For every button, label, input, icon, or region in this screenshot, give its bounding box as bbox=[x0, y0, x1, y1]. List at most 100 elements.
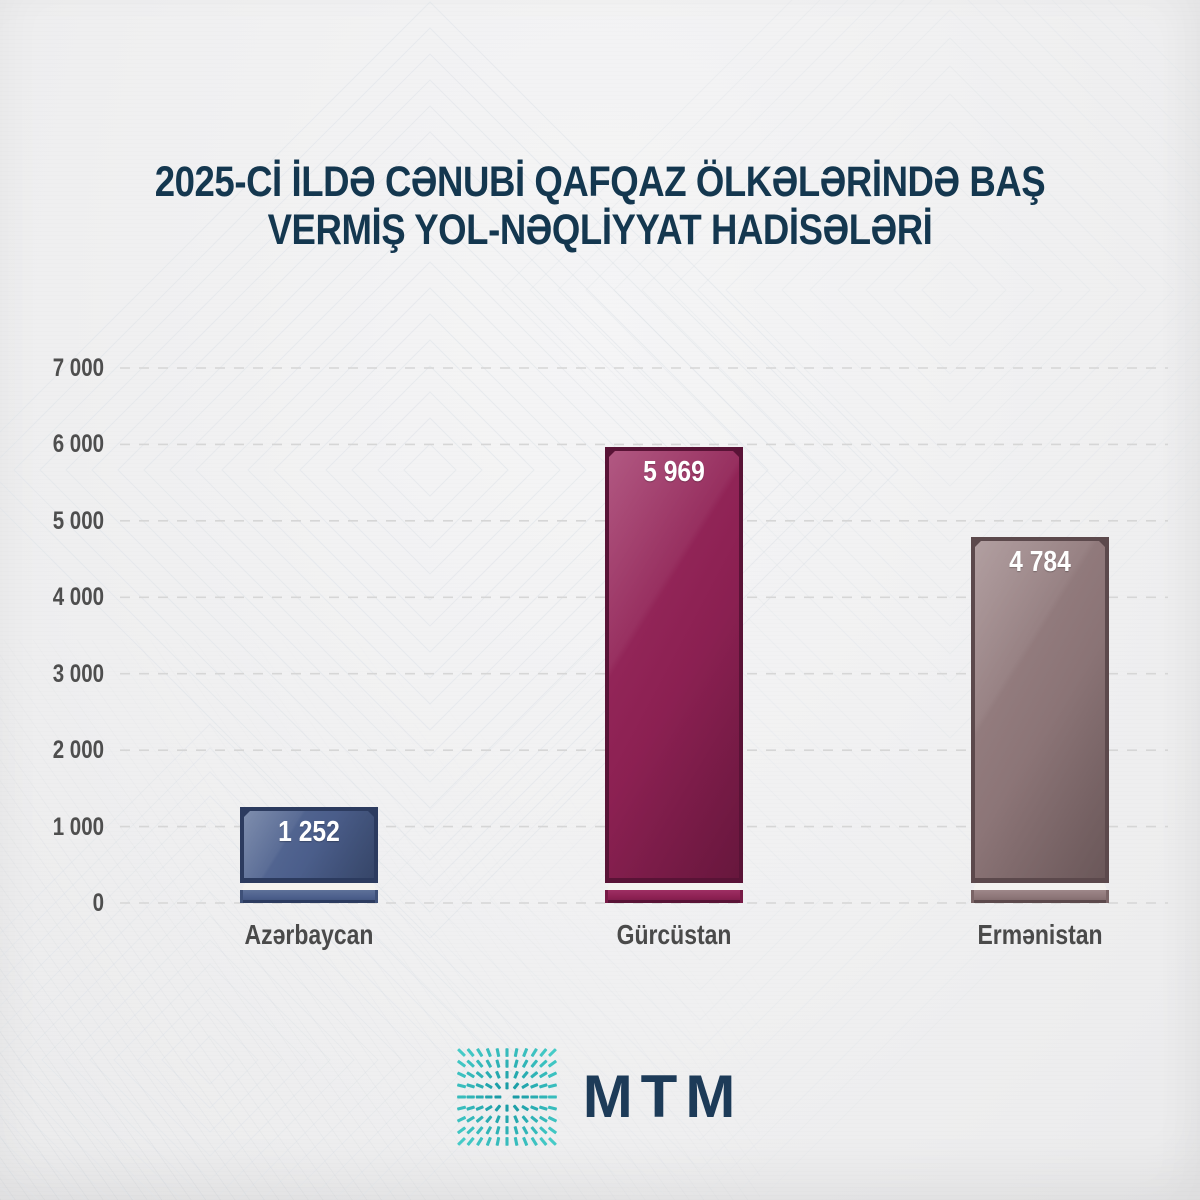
bar-white-stripe bbox=[242, 883, 376, 890]
burst-dash bbox=[521, 1115, 529, 1123]
burst-dash bbox=[466, 1071, 475, 1079]
burst-dash bbox=[494, 1082, 501, 1090]
burst-dash bbox=[505, 1115, 509, 1123]
burst-dash bbox=[494, 1104, 501, 1112]
burst-dash bbox=[512, 1082, 519, 1090]
bar-value-label: 1 252 bbox=[278, 816, 340, 848]
bar-value-label: 4 784 bbox=[1009, 546, 1071, 578]
burst-dash bbox=[484, 1105, 493, 1112]
burst-dash bbox=[475, 1059, 484, 1068]
burst-dash bbox=[475, 1105, 484, 1111]
y-axis-tick-label: 7 000 bbox=[52, 354, 104, 382]
burst-dash bbox=[547, 1083, 557, 1089]
burst-dash bbox=[530, 1115, 538, 1123]
burst-dash bbox=[485, 1136, 492, 1146]
mtm-logo-text: MTM bbox=[582, 1063, 744, 1130]
x-axis-label-gürcüstan: Gürcüstan bbox=[616, 919, 732, 950]
burst-dash bbox=[494, 1115, 501, 1124]
burst-dash bbox=[457, 1137, 466, 1146]
mtm-logo: MTM bbox=[0, 1042, 1200, 1152]
burst-dash bbox=[530, 1137, 538, 1146]
burst-dash bbox=[513, 1126, 519, 1135]
burst-dash bbox=[456, 1059, 466, 1068]
burst-dash bbox=[539, 1048, 547, 1057]
burst-dash bbox=[475, 1071, 484, 1079]
burst-dash bbox=[512, 1095, 520, 1099]
burst-dash bbox=[547, 1116, 557, 1123]
burst-dash bbox=[485, 1126, 492, 1135]
burst-dash bbox=[505, 1048, 509, 1057]
bar-face bbox=[975, 541, 1105, 878]
bar-pedestal bbox=[971, 890, 1109, 903]
burst-dash bbox=[513, 1136, 519, 1146]
burst-dash bbox=[466, 1126, 475, 1135]
burst-dash bbox=[530, 1095, 538, 1099]
burst-dash bbox=[539, 1137, 547, 1146]
burst-dash bbox=[457, 1048, 466, 1057]
bar-face bbox=[244, 811, 374, 878]
burst-dash bbox=[521, 1071, 529, 1079]
bar-pedestal bbox=[605, 890, 743, 903]
burst-dash bbox=[495, 1048, 500, 1058]
bar-white-stripe bbox=[973, 883, 1107, 890]
burst-dash bbox=[466, 1059, 475, 1068]
burst-dash bbox=[456, 1105, 466, 1111]
burst-dash bbox=[456, 1116, 466, 1123]
y-axis-tick-label: 4 000 bbox=[52, 583, 104, 612]
burst-dash bbox=[475, 1115, 484, 1123]
burst-dash bbox=[466, 1048, 475, 1057]
burst-dash bbox=[538, 1115, 548, 1123]
burst-dash bbox=[484, 1095, 493, 1099]
bar-chart: 0 1 000 2 000 3 000 4 000 5 000 6 000 7 000 1 2… bbox=[40, 345, 1180, 985]
burst-dash bbox=[505, 1137, 509, 1146]
bar-azərbaycan: 1 252 bbox=[240, 807, 378, 903]
burst-dash bbox=[521, 1048, 528, 1058]
burst-dash bbox=[547, 1126, 557, 1135]
y-axis-tick-label: 3 000 bbox=[52, 659, 104, 688]
burst-dash bbox=[475, 1095, 484, 1099]
burst-dash bbox=[513, 1048, 519, 1058]
burst-dash bbox=[485, 1059, 492, 1068]
burst-dash bbox=[538, 1105, 548, 1111]
burst-dash bbox=[466, 1115, 475, 1123]
burst-dash bbox=[538, 1059, 548, 1068]
burst-dash bbox=[521, 1082, 529, 1089]
burst-dash bbox=[521, 1126, 528, 1135]
burst-dash bbox=[456, 1083, 466, 1089]
bar-face bbox=[609, 451, 739, 878]
burst-dash bbox=[485, 1048, 492, 1058]
burst-dash bbox=[547, 1071, 557, 1078]
burst-dash bbox=[475, 1048, 483, 1057]
burst-dash bbox=[521, 1059, 528, 1068]
burst-dash bbox=[538, 1095, 548, 1099]
burst-dash bbox=[529, 1083, 538, 1089]
burst-dash bbox=[475, 1126, 484, 1135]
burst-dash bbox=[513, 1059, 519, 1068]
burst-dash bbox=[538, 1071, 548, 1079]
burst-dash bbox=[495, 1126, 501, 1135]
burst-dash bbox=[494, 1070, 501, 1079]
burst-dash bbox=[466, 1095, 475, 1099]
burst-dash bbox=[505, 1059, 509, 1068]
burst-dash bbox=[512, 1104, 519, 1112]
y-axis-tick-label: 5 000 bbox=[52, 506, 104, 535]
burst-dash bbox=[521, 1095, 529, 1099]
burst-dash bbox=[547, 1137, 557, 1146]
burst-dash bbox=[547, 1059, 557, 1068]
burst-dash bbox=[513, 1115, 519, 1124]
bar-white-stripe bbox=[607, 883, 741, 890]
chart-title-line1: 2025-Cİ İLDƏ CƏNUBİ QAFQAZ ÖLKƏLƏRİNDƏ B… bbox=[154, 158, 1046, 206]
y-axis-tick-label: 2 000 bbox=[52, 736, 104, 765]
burst-dash bbox=[494, 1095, 502, 1099]
chart-title: 2025-Cİ İLDƏ CƏNUBİ QAFQAZ ÖLKƏLƏRİNDƏ B… bbox=[0, 158, 1200, 254]
burst-dash bbox=[466, 1137, 475, 1146]
burst-dash bbox=[485, 1071, 492, 1079]
burst-dash bbox=[456, 1126, 466, 1135]
burst-dash bbox=[547, 1048, 557, 1057]
x-axis-label-ermənistan: Ermənistan bbox=[977, 919, 1103, 950]
burst-dash bbox=[538, 1126, 548, 1135]
bar-pedestal bbox=[240, 890, 378, 903]
burst-dash bbox=[485, 1115, 492, 1123]
bar-value-label: 5 969 bbox=[643, 456, 705, 488]
